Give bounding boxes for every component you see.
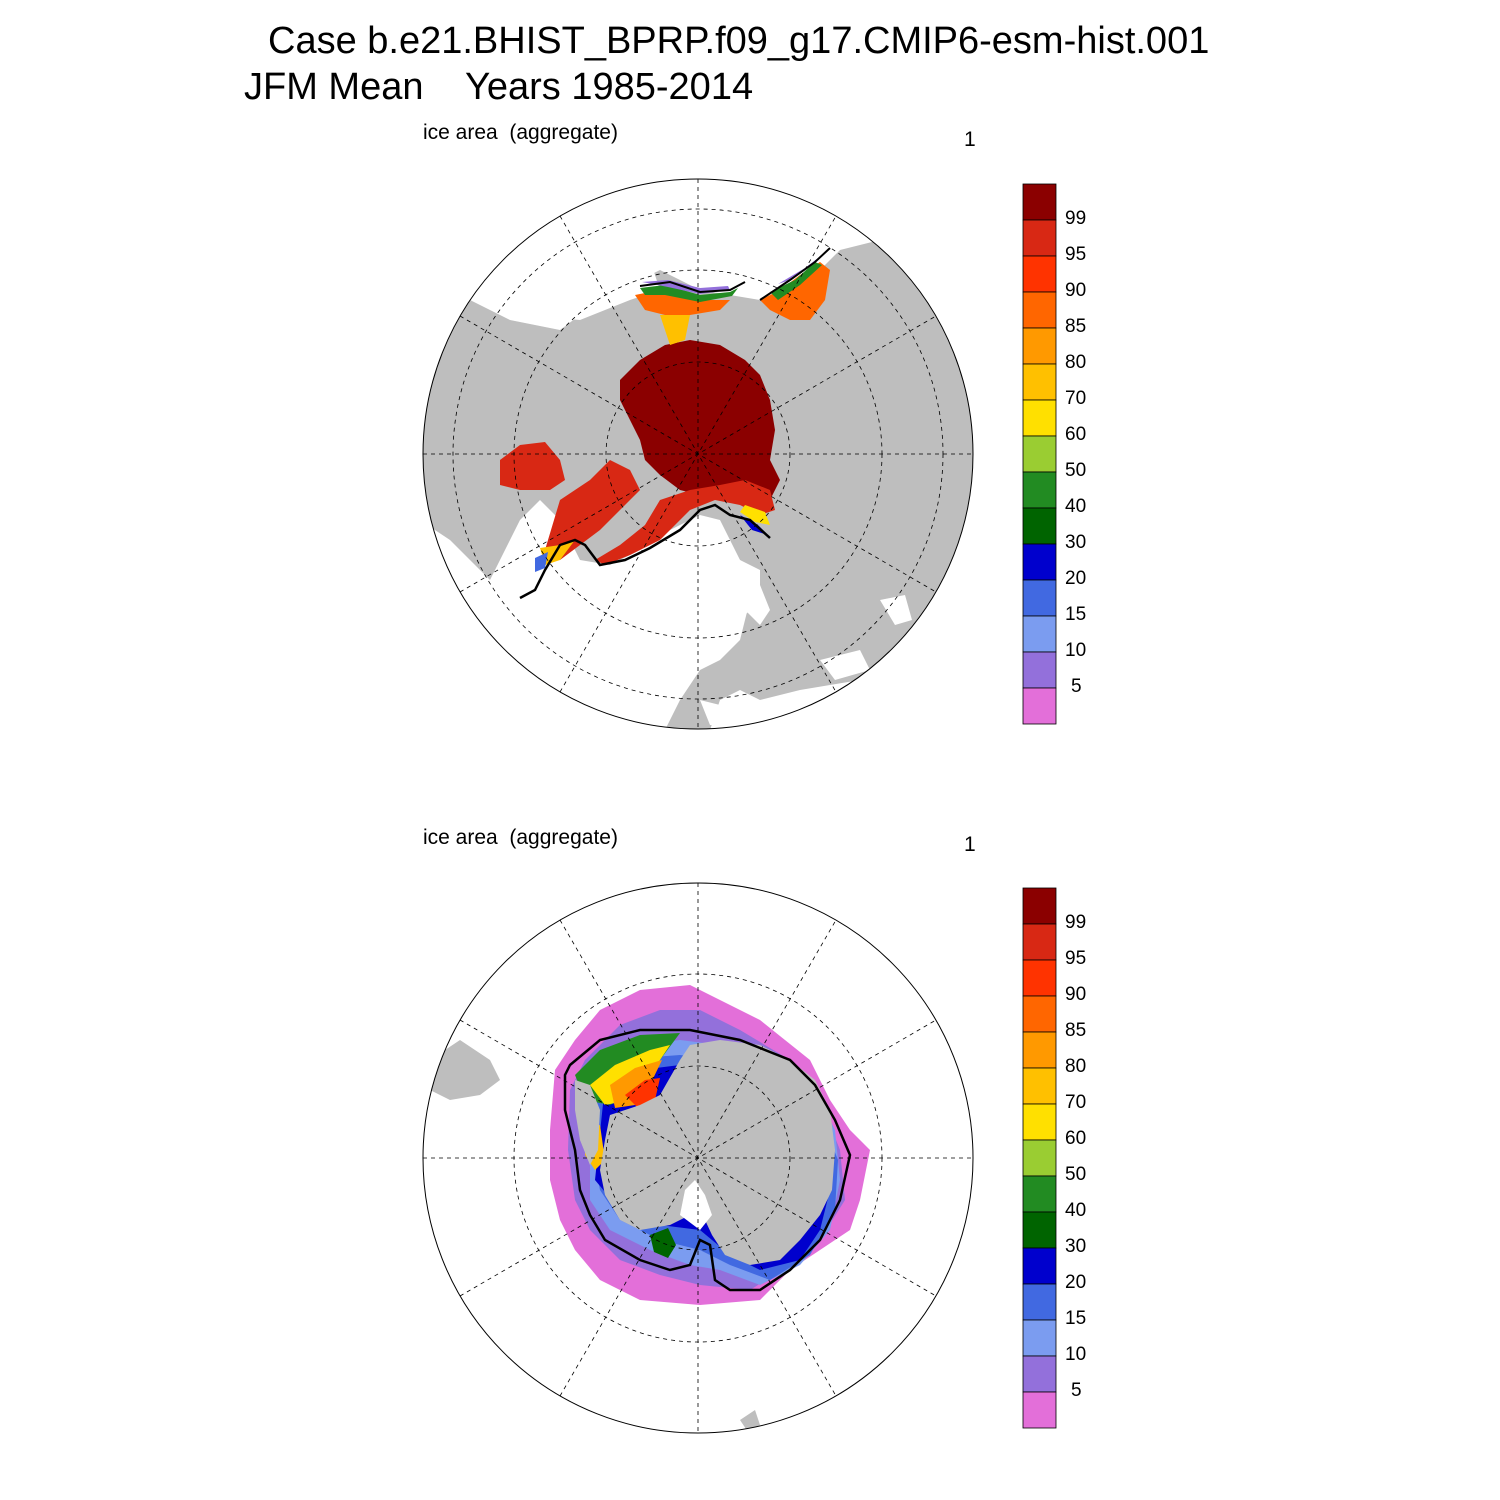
south-colorbar-label-4: 80 [1065, 1056, 1087, 1077]
south-graticule [423, 883, 973, 1433]
north-ice-labrador-blue [535, 552, 548, 572]
south-land-new-zealand [740, 1410, 760, 1432]
south-land-antarctica [600, 1040, 835, 1265]
south-colorbar-label-6: 60 [1065, 1128, 1087, 1149]
north-ice-okhotsk [760, 262, 830, 320]
south-colorbar-box-0 [1022, 887, 1057, 925]
south-colorbar-label-9: 30 [1065, 1236, 1087, 1257]
north-ice-barents [595, 480, 775, 565]
south-colorbar-box-5 [1022, 1067, 1057, 1105]
north-colorbar-label-8: 40 [1065, 496, 1087, 517]
south-colorbar-box-14 [1022, 1391, 1057, 1429]
south-colorbar-box-9 [1022, 1211, 1057, 1249]
south-colorbar-box-6 [1022, 1103, 1057, 1141]
north-panel-label: ice area (aggregate) [423, 121, 618, 144]
north-baltic [745, 580, 770, 625]
south-land-south-america [430, 1040, 500, 1100]
north-polar-map [422, 178, 974, 730]
north-colorbar-box-11 [1022, 579, 1057, 617]
south-ice-edge-contour [563, 1028, 852, 1292]
north-ice-baffin [545, 460, 640, 560]
south-map-border [422, 882, 974, 1434]
north-colorbar-box-6 [1022, 399, 1057, 437]
south-colorbar-box-3 [1022, 995, 1057, 1033]
south-colorbar-box-1 [1022, 923, 1057, 961]
north-colorbar-box-0 [1022, 183, 1057, 221]
north-colorbar-box-3 [1022, 291, 1057, 329]
north-colorbar-box-2 [1022, 255, 1057, 293]
north-colorbar-box-7 [1022, 435, 1057, 473]
south-colorbar-box-12 [1022, 1319, 1057, 1357]
north-colorbar-label-4: 80 [1065, 352, 1087, 373]
north-colorbar [1022, 183, 1057, 725]
north-colorbar-label-3: 85 [1065, 316, 1087, 337]
north-colorbar-box-4 [1022, 327, 1057, 365]
south-colorbar-box-4 [1022, 1031, 1057, 1069]
north-ice-bering [635, 290, 740, 315]
north-colorbar-label-10: 20 [1065, 568, 1087, 589]
south-colorbar-box-7 [1022, 1139, 1057, 1177]
south-colorbar-box-10 [1022, 1247, 1057, 1285]
south-colorbar-box-2 [1022, 959, 1057, 997]
south-colorbar-label-1: 95 [1065, 948, 1087, 969]
north-ice-hudson [500, 442, 565, 490]
north-colorbar-label-12: 10 [1065, 640, 1087, 661]
north-colorbar-label-0: 99 [1065, 208, 1087, 229]
north-black-sea [820, 650, 870, 680]
south-land-peninsula [575, 1080, 600, 1165]
south-panel-label: ice area (aggregate) [423, 826, 618, 849]
south-colorbar-box-8 [1022, 1175, 1057, 1213]
north-colorbar-box-13 [1022, 651, 1057, 689]
south-colorbar-label-13: 5 [1071, 1380, 1082, 1401]
north-ice-bering-band [640, 285, 738, 302]
north-panel-number: 1 [964, 128, 976, 151]
south-colorbar-label-11: 15 [1065, 1308, 1087, 1329]
north-ice-edge-contour [519, 503, 771, 600]
south-ice-ross-green [650, 1228, 676, 1258]
south-colorbar-label-0: 99 [1065, 912, 1087, 933]
south-ross-shelf [680, 1180, 712, 1230]
north-colorbar-label-13: 5 [1071, 676, 1082, 697]
north-colorbar-label-2: 90 [1065, 280, 1087, 301]
north-colorbar-label-7: 50 [1065, 460, 1087, 481]
figure-title-case: Case b.e21.BHIST_BPRP.f09_g17.CMIP6-esm-… [268, 20, 1210, 62]
north-map-border [422, 178, 974, 730]
north-colorbar-label-9: 30 [1065, 532, 1087, 553]
north-colorbar-label-1: 95 [1065, 244, 1087, 265]
south-colorbar-box-13 [1022, 1355, 1057, 1393]
north-ice-central-arctic [620, 340, 780, 500]
south-colorbar-label-10: 20 [1065, 1272, 1087, 1293]
south-colorbar [1022, 887, 1057, 1429]
north-pacific-contour [639, 247, 831, 301]
south-colorbar-label-5: 70 [1065, 1092, 1087, 1113]
north-colorbar-box-5 [1022, 363, 1057, 401]
north-colorbar-box-14 [1022, 687, 1057, 725]
south-ice-weddell-orange [610, 1060, 662, 1108]
north-graticule [423, 179, 973, 729]
south-colorbar-label-12: 10 [1065, 1344, 1087, 1365]
north-colorbar-box-1 [1022, 219, 1057, 257]
south-panel-number: 1 [964, 833, 976, 856]
north-colorbar-box-12 [1022, 615, 1057, 653]
north-atlantic-ocean [490, 520, 750, 729]
south-colorbar-label-3: 85 [1065, 1020, 1087, 1041]
south-colorbar-label-8: 40 [1065, 1200, 1087, 1221]
north-colorbar-label-6: 60 [1065, 424, 1087, 445]
north-colorbar-label-5: 70 [1065, 388, 1087, 409]
north-colorbar-label-11: 15 [1065, 604, 1087, 625]
south-colorbar-box-11 [1022, 1283, 1057, 1321]
north-ice-bering-strait [660, 315, 690, 345]
north-colorbar-box-10 [1022, 543, 1057, 581]
figure-title-period: JFM Mean Years 1985-2014 [244, 66, 754, 108]
south-colorbar-label-7: 50 [1065, 1164, 1087, 1185]
south-colorbar-label-2: 90 [1065, 984, 1087, 1005]
north-ice-labrador-edge [540, 540, 575, 565]
north-caspian [880, 595, 912, 625]
